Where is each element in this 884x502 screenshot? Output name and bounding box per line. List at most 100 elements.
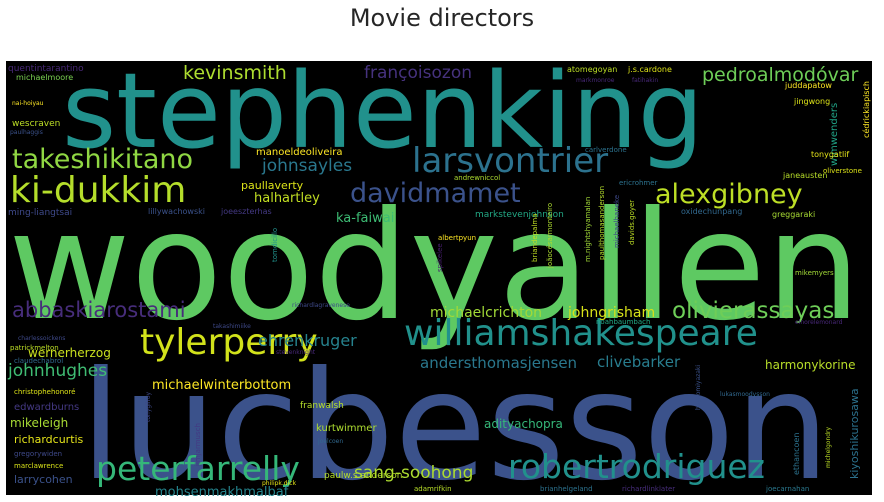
word-takashimiike: takashimiike [213,323,251,330]
word-michaelcrichton: michaelcrichton [430,305,542,321]
word-charlessoickens: charlessoickens [18,335,65,342]
word-johngrisham: johngrisham [567,305,655,321]
word-ki-dukkim: ki-dukkim [10,170,186,211]
word-janeausten: janeausten [782,171,827,180]
word-lukasmoodysson: lukasmoodysson [720,391,770,398]
word-jo-oc-sarmonteiro: joãocésarmonteiro [546,203,554,269]
word-hayaomiyazaki: hayaomiyazaki [695,365,702,410]
word-claudechabrol: claudechabrol [14,357,63,365]
word-quentintarantino: quentintarantino [8,64,84,74]
word-takeshikitano: takeshikitano [12,144,193,175]
word-abbaskiarostami: abbaskiarostami [12,298,186,322]
word-larrycohen: larrycohen [14,473,73,486]
word-ming-liangtsai: ming-liangtsai [8,208,72,218]
word-marclawrence: marclawrence [14,462,63,470]
word-fatihakin: fatihakin [632,77,658,84]
word-woodyallen: woodyallen [8,180,861,354]
word-oxidechunpang: oxidechunpang [681,207,742,216]
word-philipk-dick: philipk.dick [262,480,297,487]
word-andrewniccol: andrewniccol [454,174,500,182]
word-wescraven: wescraven [12,119,60,129]
word-christophehonor-: christophehonoré [14,388,75,396]
word-davidmamet: davidmamet [350,178,521,209]
word-wimwenders: wimwenders [829,103,840,166]
word-kurtwimmer: kurtwimmer [316,423,377,434]
word-greggaraki: greggaraki [772,210,815,219]
word-michelgondry: michelgondry [825,426,832,468]
word-andersthomasjensen: andersthomasjensen [420,354,577,372]
cloud-background [6,61,872,495]
word-tonygilroy: tonygilroy [145,391,152,422]
word-pedroalmod-var: pedroalmodóvar [702,64,858,86]
word-juddapatow: juddapatow [784,81,832,90]
word-alexgibney: alexgibney [655,179,803,210]
word-brianhelgeland: brianhelgeland [540,485,593,493]
word-clivebarker: clivebarker [597,353,681,371]
word-michaelmoore: michaelmoore [16,73,73,82]
word-adityachopra: adityachopra [484,417,563,431]
word-kevinsmith: kevinsmith [183,62,287,84]
word-noahbaumbach: noahbaumbach [596,318,650,326]
word-elnorelemonard: elnorelemonard [795,319,843,326]
word-paulhaggis: paulhaggis [10,129,43,136]
word-ethancoen: ethancoen [792,433,801,475]
word-franwalsh: franwalsh [300,401,344,411]
word-richardlagravenese: richardlagravenese [292,302,350,309]
word-m-nightshyamalan: m.nightshyamalan [584,197,592,262]
word-jingwong: jingwong [793,97,830,106]
word-carlverdone: carlverdone [585,146,627,154]
word-stephenking: stephenking [62,50,704,172]
word-davids-goyer: davids.goyer [628,200,636,245]
word-sang-soohong: sang-soohong [354,463,473,483]
word-joecarnahan: joecarnahan [765,485,809,493]
word-peterfarrelly: peterfarrelly [96,449,300,488]
word-tomdicillo: tomdicillo [271,228,279,262]
word-michaelwinterbottom: michaelwinterbottom [152,378,291,393]
word-nai-hoiyau: nai-hoiyau [12,100,44,107]
word-richardlinklater: richardlinklater [622,485,675,493]
word-johnhughes: johnhughes [7,361,107,381]
word-joelcoen: joelcoen [317,438,343,445]
word-spikelee: spikelee [436,243,444,272]
word-joeeszterhas: joeeszterhas [220,207,272,216]
word-harmonykorine: harmonykorine [765,358,856,372]
word-tylerperry: tylerperry [140,322,318,363]
word-mikemyers: mikemyers [795,269,834,277]
word-markstevenjohnson: markstevenjohnson [475,210,564,220]
word-j-s-cardone: j.s.cardone [627,65,672,74]
word-johnsayles: johnsayles [261,156,352,176]
word-adamrifkin: adamrifkin [414,485,452,493]
word-jimjarmusch: jimjarmusch [194,423,202,467]
word-ka-faiwai: ka-faiwai [336,211,394,226]
word-lillywachowski: lillywachowski [148,207,205,216]
word-mohsenmakhmalbaf: mohsenmakhmalbaf [155,485,289,500]
word-c-drickiapisch: cédrickiapisch [861,81,871,138]
word-ericrohmer: ericrohmer [619,179,658,187]
word-atomegoyan: atomegoyan [567,65,617,74]
word-markmonroe: markmonroe [576,77,615,84]
word-stevenknight: stevenknight [276,349,316,356]
word-williamshakespeare: williamshakespeare [404,313,758,354]
word-edwardburns: edwardburns [14,402,79,413]
word-richardcurtis: richardcurtis [14,433,84,446]
word-olivierassayas: olivierassayas [672,298,834,324]
word-halhartley: halhartley [254,191,320,206]
word-fran-oisozon: françoisozon [364,63,472,83]
word-lucbesson: lucbesson [80,340,830,502]
word-wernerherzog: wernerherzog [28,346,111,360]
word-briandepalma: briandepalma [531,213,539,262]
word-michaelhaneke: michaelhaneke [613,195,621,248]
word-paulw-s-anderson: paulw.s.anderson [324,471,402,481]
word-robertrodriguez: robertrodriguez [508,447,765,486]
word-paullaverty: paullaverty [241,179,304,192]
word-ehrenkruger: ehrenkruger [258,331,357,350]
word-tonygatlif: tonygatlif [811,150,849,159]
word-manoeldeoliveira: manoeldeoliveira [256,147,343,158]
word-kiyoshikurosawa: kiyoshikurosawa [848,388,861,479]
word-paulthomasanderson: paulthomasanderson [598,186,606,260]
word-patrickmelton: patrickmelton [10,344,59,352]
word-mikeleigh: mikeleigh [10,416,68,430]
word-larsvontrier: larsvontrier [412,141,608,181]
